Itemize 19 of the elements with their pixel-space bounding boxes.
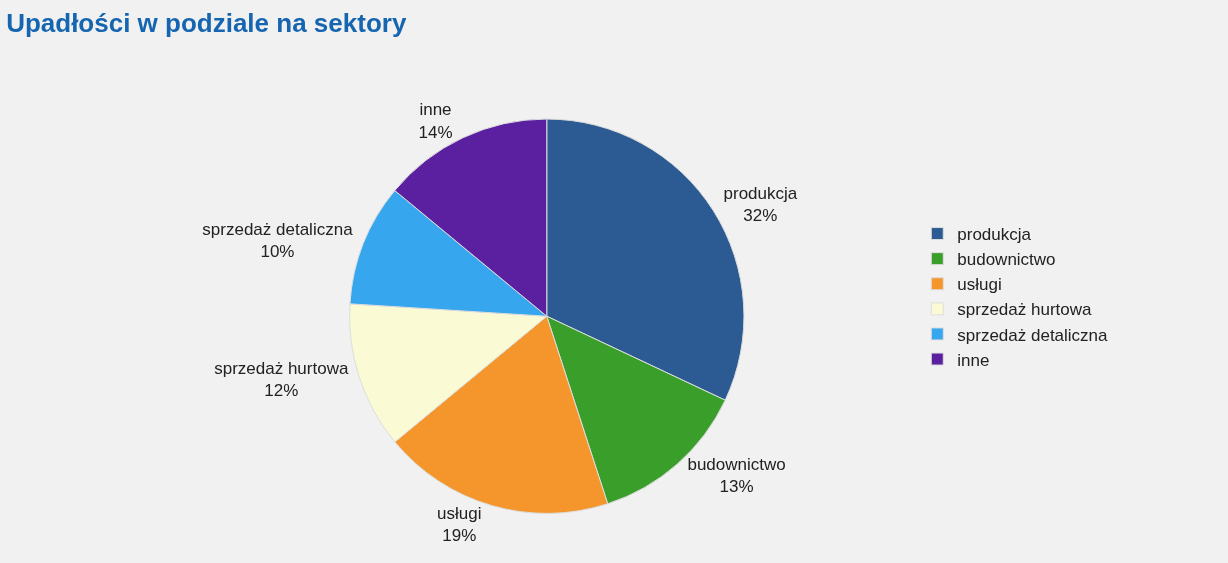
legend-label: sprzedaż hurtowa — [957, 300, 1093, 320]
slice-label: budownictwo — [687, 455, 786, 475]
slice-label: produkcja — [723, 184, 798, 204]
legend-label: usługi — [957, 275, 1002, 295]
slice-label: sprzedaż detaliczna — [202, 220, 354, 240]
data-label: 32% — [743, 206, 778, 226]
legend-label: sprzedaż detaliczna — [957, 325, 1109, 345]
data-label: 19% — [442, 526, 477, 546]
legend-label: produkcja — [957, 225, 1032, 245]
data-label: 10% — [260, 242, 295, 262]
data-label: 12% — [264, 380, 299, 400]
chart-title: Upadłości w podziale na sektory — [6, 8, 407, 39]
slice-label: sprzedaż hurtowa — [214, 358, 349, 378]
data-label: 13% — [719, 477, 754, 497]
legend-label: budownictwo — [957, 250, 1056, 270]
data-label: 14% — [418, 122, 453, 142]
slice-label: usługi — [437, 503, 482, 523]
slice-label: inne — [419, 100, 452, 120]
legend-label: inne — [957, 350, 990, 370]
